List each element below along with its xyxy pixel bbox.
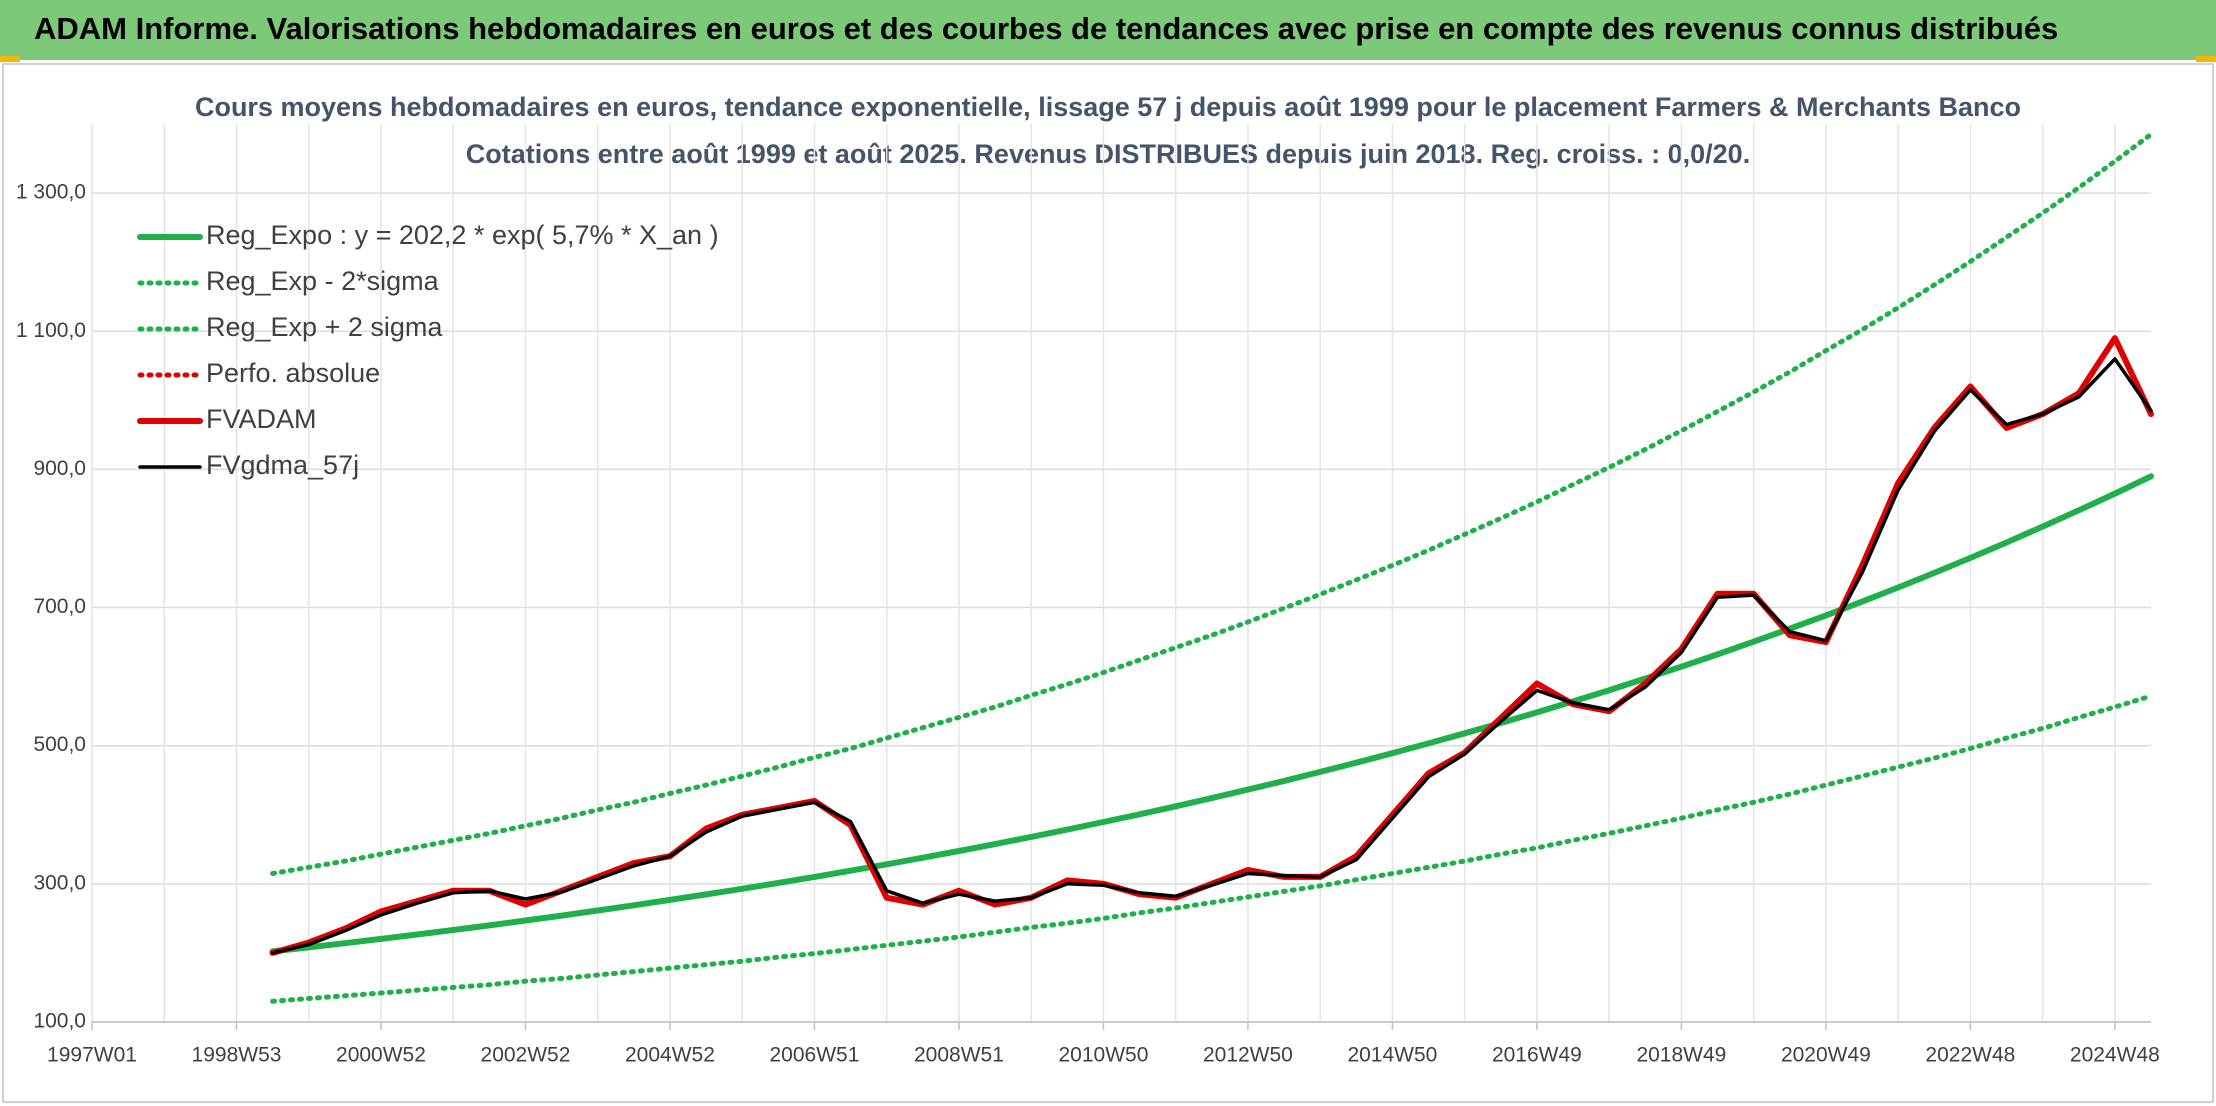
x-tick-label: 2018W49 xyxy=(1636,1044,1726,1067)
y-tick-label: 1 100,0 xyxy=(16,319,86,342)
x-tick-label: 1997W01 xyxy=(47,1044,137,1067)
header-bar xyxy=(0,0,2216,60)
x-tick-label: 2010W50 xyxy=(1058,1044,1148,1067)
legend-label: FVgdma_57j xyxy=(206,450,359,480)
legend-label: Reg_Expo : y = 202,2 * exp( 5,7% * X_an … xyxy=(206,220,719,250)
chart-subtitle: Cotations entre août 1999 et août 2025. … xyxy=(466,139,1750,169)
legend-label: Reg_Exp + 2 sigma xyxy=(206,312,443,342)
axes: 100,0 300,0 500,0 700,0 900,0 1 100,0 1 300,0 1… xyxy=(16,181,2160,1067)
legend-label: Reg_Exp - 2*sigma xyxy=(206,266,440,296)
x-tick-label: 2024W48 xyxy=(2070,1044,2160,1067)
x-tick-label: 2022W48 xyxy=(1925,1044,2015,1067)
chart-title: Cours moyens hebdomadaires en euros, ten… xyxy=(195,92,2021,122)
series-line xyxy=(270,131,2154,876)
x-tick-label: 2012W50 xyxy=(1203,1044,1293,1067)
chart-frame xyxy=(2,63,2214,1103)
header-title: ADAM Informe. Valorisations hebdomadaire… xyxy=(34,11,2058,46)
x-tick-label: 2004W52 xyxy=(625,1044,715,1067)
legend: Reg_Expo : y = 202,2 * exp( 5,7% * X_an … xyxy=(137,220,719,480)
grid xyxy=(91,124,2151,1023)
series-line xyxy=(270,693,2154,1004)
x-tick-label: 2008W51 xyxy=(914,1044,1004,1067)
x-tick-label: 2006W51 xyxy=(770,1044,860,1067)
x-tick-label: 1998W53 xyxy=(192,1044,282,1067)
x-tick-label: 2000W52 xyxy=(336,1044,426,1067)
corner-mark xyxy=(0,56,20,62)
y-tick-label: 700,0 xyxy=(33,595,86,618)
y-tick-label: 500,0 xyxy=(33,733,86,756)
y-tick-label: 900,0 xyxy=(33,457,86,480)
x-tick-label: 2014W50 xyxy=(1347,1044,1437,1067)
legend-label: FVADAM xyxy=(206,404,317,434)
plot-lines xyxy=(269,131,2154,1004)
x-tick-label: 2016W49 xyxy=(1492,1044,1582,1067)
y-tick-label: 100,0 xyxy=(33,1010,86,1033)
y-tick-label: 300,0 xyxy=(33,871,86,894)
y-tick-label: 1 300,0 xyxy=(16,181,86,204)
legend-label: Perfo. absolue xyxy=(206,358,380,388)
x-tick-label: 2002W52 xyxy=(481,1044,571,1067)
corner-mark xyxy=(2196,56,2216,62)
series-line xyxy=(270,357,2153,955)
x-tick-label: 2020W49 xyxy=(1781,1044,1871,1067)
